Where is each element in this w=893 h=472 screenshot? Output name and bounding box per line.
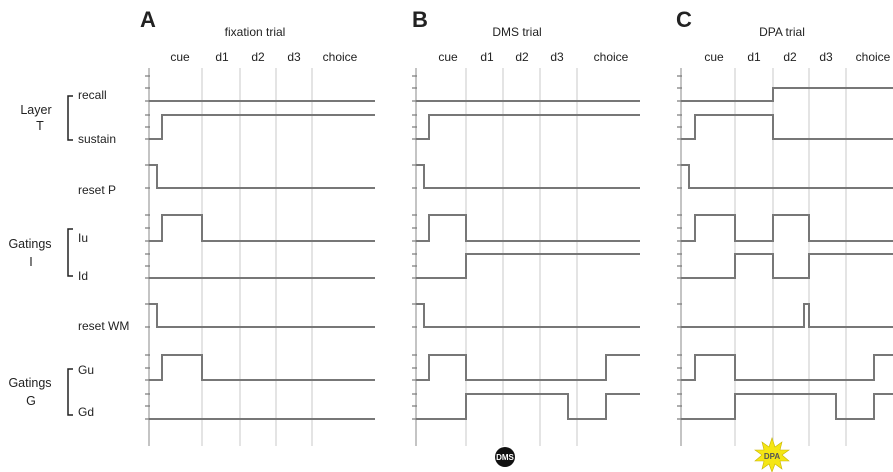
panel-c-trace-reset-p	[681, 164, 893, 189]
panel-title-c: DPA trial	[759, 25, 805, 39]
group-label-gatings-g-line2: G	[26, 394, 36, 408]
bracket-gatings-i	[67, 228, 73, 277]
panel-a-trace-reset-wm	[149, 303, 375, 328]
panel-a-trace-iu	[149, 214, 375, 242]
group-label-gatings-g-line1: Gatings	[8, 376, 51, 390]
dms-badge-circle	[495, 447, 515, 467]
panel-b-trace-iu	[416, 214, 640, 242]
panel-a-grid	[145, 68, 313, 446]
panel-c-trace-gd	[681, 393, 893, 420]
bracket-layer-t	[67, 95, 73, 141]
panel-a-trace-gu	[149, 354, 375, 381]
panel-c-trace-gu	[681, 354, 893, 381]
panel-a-traces	[149, 100, 375, 420]
phase-label-c-d2: d2	[783, 50, 797, 64]
signal-label-reset-wm: reset WM	[78, 319, 129, 333]
panel-b-traces	[416, 100, 640, 420]
group-label-layer-t-line2: T	[36, 119, 44, 133]
phase-label-b-cue: cue	[438, 50, 458, 64]
panel-c-trace-recall	[681, 87, 893, 102]
phase-label-a-d2: d2	[251, 50, 265, 64]
dpa-badge: DPA	[754, 437, 790, 472]
phase-label-a-d1: d1	[215, 50, 229, 64]
panel-b-trace-id	[416, 253, 640, 279]
panel-b-grid	[412, 68, 578, 446]
panel-c: C DPA trial cue d1 d2 d3 choice DPA	[676, 7, 893, 472]
row-labels: Layer T recall sustain reset P Gatings I…	[8, 88, 129, 419]
dms-badge-label: DMS	[496, 453, 514, 462]
phase-label-a-cue: cue	[170, 50, 190, 64]
panel-b-trace-gu	[416, 354, 640, 381]
signal-label-sustain: sustain	[78, 132, 116, 146]
panel-a: A fixation trial cue d1 d2 d3 choice	[140, 7, 375, 446]
panel-c-trace-reset-wm	[681, 303, 893, 328]
phase-label-a-d3: d3	[287, 50, 301, 64]
panel-c-trace-id	[681, 253, 893, 279]
panel-b-trace-gd	[416, 393, 640, 420]
panel-title-b: DMS trial	[492, 25, 541, 39]
signal-label-gu: Gu	[78, 363, 94, 377]
dms-badge: DMS	[495, 447, 515, 467]
panel-c-trace-sustain	[681, 114, 893, 140]
phase-label-b-d1: d1	[480, 50, 494, 64]
group-label-gatings-i-line2: I	[29, 255, 32, 269]
phase-label-c-cue: cue	[704, 50, 724, 64]
phase-label-b-d2: d2	[515, 50, 529, 64]
phase-label-b-choice: choice	[594, 50, 629, 64]
panel-b-trace-sustain	[416, 114, 640, 140]
panel-a-trace-sustain	[149, 114, 375, 140]
dpa-badge-starburst	[754, 437, 790, 472]
group-label-layer-t-line1: Layer	[20, 103, 51, 117]
phase-label-c-d1: d1	[747, 50, 761, 64]
bracket-gatings-g	[67, 368, 73, 416]
group-label-gatings-i-line1: Gatings	[8, 237, 51, 251]
panel-title-a: fixation trial	[225, 25, 286, 39]
signal-label-recall: recall	[78, 88, 107, 102]
phase-label-c-choice: choice	[856, 50, 891, 64]
panel-letter-b: B	[412, 7, 428, 32]
signal-label-gd: Gd	[78, 405, 94, 419]
phase-label-a-choice: choice	[323, 50, 358, 64]
panel-a-trace-reset-p	[149, 164, 375, 189]
panel-c-grid	[677, 68, 847, 446]
panel-c-traces	[681, 87, 893, 420]
panel-b: B DMS trial cue d1 d2 d3 choice DMS	[412, 7, 640, 467]
panel-b-trace-reset-wm	[416, 303, 640, 328]
panel-letter-a: A	[140, 7, 156, 32]
panel-c-trace-iu	[681, 214, 893, 242]
phase-label-b-d3: d3	[550, 50, 564, 64]
panel-letter-c: C	[676, 7, 692, 32]
signal-label-iu: Iu	[78, 231, 88, 245]
signal-label-reset-p: reset P	[78, 183, 116, 197]
panel-b-trace-reset-p	[416, 164, 640, 189]
phase-label-c-d3: d3	[819, 50, 833, 64]
signal-label-id: Id	[78, 269, 88, 283]
dpa-badge-label: DPA	[764, 452, 781, 461]
